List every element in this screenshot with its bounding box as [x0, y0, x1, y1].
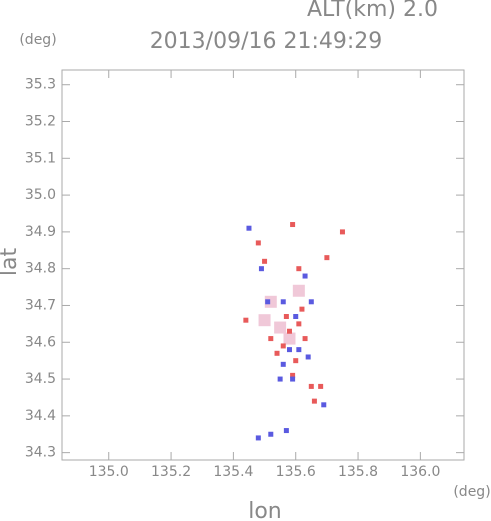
echo-point: [293, 358, 299, 364]
y-tick-label: 34.9: [25, 224, 56, 240]
altitude-label: ALT(km) 2.0: [307, 0, 438, 22]
y-tick-label: 34.5: [25, 371, 56, 387]
echo-point: [296, 321, 302, 327]
echo-point: [277, 376, 283, 382]
x-unit: (deg): [453, 484, 490, 500]
echo-point: [299, 306, 305, 312]
x-axis-label: lon: [248, 499, 282, 521]
echo-point: [292, 284, 305, 297]
echo-point: [258, 266, 264, 272]
echo-point: [255, 240, 261, 246]
echo-point: [280, 361, 286, 367]
echo-point: [286, 328, 292, 334]
x-tick-label: 135.2: [151, 464, 191, 480]
y-tick-label: 34.4: [25, 408, 56, 424]
echo-point: [268, 431, 274, 437]
echo-point: [290, 372, 296, 378]
echo-point: [339, 229, 345, 235]
x-tick-label: 136.0: [400, 464, 440, 480]
y-tick-label: 35.3: [25, 77, 56, 93]
y-tick-label: 35.2: [25, 114, 56, 130]
y-tick-label: 35.0: [25, 187, 56, 203]
echo-point: [296, 347, 302, 353]
echo-point: [318, 383, 324, 389]
echo-point: [290, 376, 296, 382]
echo-point: [308, 299, 314, 305]
y-tick-label: 34.7: [25, 297, 56, 313]
echo-point: [258, 314, 271, 327]
y-tick-label: 34.6: [25, 334, 56, 350]
y-unit: (deg): [19, 32, 56, 48]
echo-point: [274, 350, 280, 356]
echo-point: [283, 428, 289, 434]
echo-point: [243, 317, 249, 323]
echo-point: [296, 266, 302, 272]
echo-point: [290, 222, 296, 228]
echo-point: [293, 314, 299, 320]
echo-point: [280, 343, 286, 349]
y-axis-label: lat: [0, 248, 22, 277]
echo-point: [286, 347, 292, 353]
y-tick-label: 35.1: [25, 150, 56, 166]
echo-point: [305, 354, 311, 360]
echo-point: [324, 255, 330, 261]
echo-point: [283, 332, 296, 345]
echo-point: [265, 299, 271, 305]
chart-title: 2013/09/16 21:49:29: [150, 29, 383, 54]
echo-point: [246, 225, 252, 231]
echo-point: [308, 383, 314, 389]
echo-point: [262, 258, 268, 264]
echo-point: [255, 435, 261, 441]
echo-point: [302, 336, 308, 342]
x-tick-label: 135.8: [338, 464, 378, 480]
echo-point: [302, 273, 308, 279]
echo-point: [311, 398, 317, 404]
y-tick-label: 34.3: [25, 445, 56, 461]
y-tick-label: 34.8: [25, 261, 56, 277]
echo-point: [264, 295, 277, 308]
echo-point: [268, 336, 274, 342]
plot-frame: [61, 69, 465, 461]
echo-point: [321, 402, 327, 408]
echo-point: [274, 321, 287, 334]
x-tick-label: 135.0: [89, 464, 129, 480]
echo-point: [283, 314, 289, 320]
echo-point: [280, 299, 286, 305]
x-tick-label: 135.6: [276, 464, 316, 480]
x-tick-label: 135.4: [213, 464, 253, 480]
